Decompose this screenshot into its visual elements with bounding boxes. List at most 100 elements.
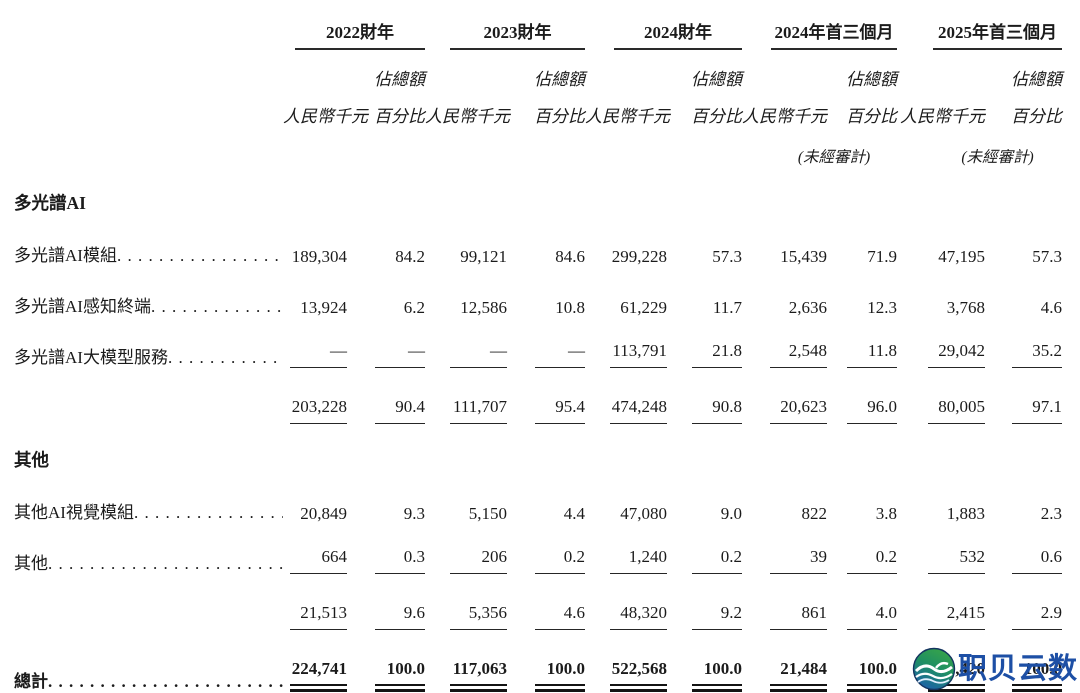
period-header-row: 2022財年 2023財年 2024財年 2024年首三個月 2025年首三個月 <box>14 12 1062 50</box>
value-cell: 6.2 <box>403 298 425 318</box>
dot-leader <box>168 348 283 368</box>
group-title: 2024財年 <box>614 18 742 50</box>
value-cell: — <box>283 323 347 368</box>
revenue-breakdown-table: 2022財年 2023財年 2024財年 2024年首三個月 2025年首三個月… <box>14 12 1062 692</box>
value-cell: 0.6 <box>985 529 1062 574</box>
table-row: 其他AI視覺模組 20,849 9.3 5,150 4.4 47,080 9.0… <box>14 478 1062 529</box>
value-cell: 2,548 <box>742 323 827 368</box>
dot-leader <box>48 554 283 574</box>
total-cell: 224,741 <box>283 630 347 692</box>
subtotal-cell: 111,707 <box>425 368 507 424</box>
value-cell: — <box>425 323 507 368</box>
value-cell: 47,195 <box>938 247 985 267</box>
subtotal-cell: 90.8 <box>667 368 742 424</box>
value-cell: 664 <box>283 529 347 574</box>
amount-unit-label: 人民幣千元 <box>585 107 670 126</box>
amount-unit-label: 人民幣千元 <box>425 107 510 126</box>
value-cell: — <box>507 323 585 368</box>
group-header-fy2024: 2024財年 <box>585 12 742 50</box>
value-cell: 84.6 <box>555 247 585 267</box>
value-cell: 11.7 <box>712 298 742 318</box>
total-cell: 100.0 <box>347 630 425 692</box>
subtotal-cell: 97.1 <box>985 368 1062 424</box>
subtotal-cell: 4.6 <box>507 574 585 630</box>
value-cell: 5,150 <box>468 504 507 524</box>
value-cell: 11.8 <box>827 323 897 368</box>
row-label: 多光譜AI模組 <box>14 241 283 266</box>
watermark: 职贝云数 <box>912 647 1078 691</box>
group-title: 2022財年 <box>295 18 425 50</box>
section-header-row: 多光譜AI <box>14 167 1062 221</box>
value-cell: 13,924 <box>300 298 347 318</box>
value-cell: 39 <box>742 529 827 574</box>
value-cell: 57.3 <box>1032 247 1062 267</box>
subtotal-cell: 2.9 <box>985 574 1062 630</box>
subtotal-cell: 21,513 <box>283 574 347 630</box>
subtotal-cell: 2,415 <box>897 574 985 630</box>
value-cell: 1,883 <box>946 504 985 524</box>
row-label-header <box>14 12 283 50</box>
value-cell: 10.8 <box>555 298 585 318</box>
subtotal-cell: 474,248 <box>585 368 667 424</box>
section-header-row: 其他 <box>14 424 1062 478</box>
share-label: 佔總額 <box>846 70 897 89</box>
share-of-total-row: 佔總額 佔總額 佔總額 佔總額 佔總額 <box>14 50 1062 90</box>
amount-unit-label: 人民幣千元 <box>742 107 827 126</box>
value-cell: 99,121 <box>460 247 507 267</box>
subtotal-cell: 4.0 <box>827 574 897 630</box>
total-cell: 117,063 <box>425 630 507 692</box>
group-header-3m2024: 2024年首三個月 <box>742 12 897 50</box>
total-cell: 522,568 <box>585 630 667 692</box>
value-cell: 61,229 <box>620 298 667 318</box>
subtotal-cell: 48,320 <box>585 574 667 630</box>
subtotal-cell: 80,005 <box>897 368 985 424</box>
table-row: 多光譜AI模組 189,304 84.2 99,121 84.6 299,228… <box>14 221 1062 272</box>
subtotal-row: 21,513 9.6 5,356 4.6 48,320 9.2 861 4.0 … <box>14 574 1062 630</box>
section-header-others: 其他 <box>14 450 49 470</box>
subtotal-cell: 90.4 <box>347 368 425 424</box>
subtotal-cell: 96.0 <box>827 368 897 424</box>
pct-label: 百分比 <box>846 107 897 126</box>
value-cell: 532 <box>897 529 985 574</box>
value-cell: 3,768 <box>946 298 985 318</box>
subtotal-cell: 861 <box>742 574 827 630</box>
group-title: 2024年首三個月 <box>771 18 897 50</box>
wave-globe-logo-icon <box>912 647 956 691</box>
amount-unit-label: 人民幣千元 <box>900 107 985 126</box>
subtotal-cell: 20,623 <box>742 368 827 424</box>
value-cell: 47,080 <box>620 504 667 524</box>
row-label: 多光譜AI感知終端 <box>14 292 283 317</box>
share-label: 佔總額 <box>1011 70 1062 89</box>
value-cell: 4.4 <box>563 504 585 524</box>
dot-leader <box>151 297 283 317</box>
amount-unit-label: 人民幣千元 <box>283 107 368 126</box>
group-title: 2023財年 <box>450 18 585 50</box>
value-cell: 35.2 <box>985 323 1062 368</box>
total-cell: 100.0 <box>667 630 742 692</box>
share-label: 佔總額 <box>534 70 585 89</box>
table-row: 多光譜AI感知終端 13,924 6.2 12,586 10.8 61,229 … <box>14 272 1062 323</box>
dot-leader <box>134 503 283 523</box>
group-header-fy2023: 2023財年 <box>425 12 585 50</box>
value-cell: 299,228 <box>611 247 667 267</box>
value-cell: 822 <box>801 504 828 524</box>
value-cell: 12.3 <box>867 298 897 318</box>
value-cell: 0.2 <box>827 529 897 574</box>
value-cell: 57.3 <box>712 247 742 267</box>
value-cell: 4.6 <box>1040 298 1062 318</box>
value-cell: 9.3 <box>403 504 425 524</box>
subtotal-cell: 5,356 <box>425 574 507 630</box>
value-cell: 2,636 <box>788 298 827 318</box>
total-label: 總計 <box>14 667 283 692</box>
value-cell: 1,240 <box>585 529 667 574</box>
row-label: 多光譜AI大模型服務 <box>14 343 283 368</box>
pct-label: 百分比 <box>691 107 742 126</box>
value-cell: 84.2 <box>395 247 425 267</box>
dot-leader <box>48 672 283 692</box>
table-row: 其他 664 0.3 206 0.2 1,240 0.2 39 0.2 532 … <box>14 529 1062 574</box>
dot-leader <box>117 246 283 266</box>
total-cell: 100.0 <box>827 630 897 692</box>
subtotal-cell: 95.4 <box>507 368 585 424</box>
value-cell: 71.9 <box>867 247 897 267</box>
